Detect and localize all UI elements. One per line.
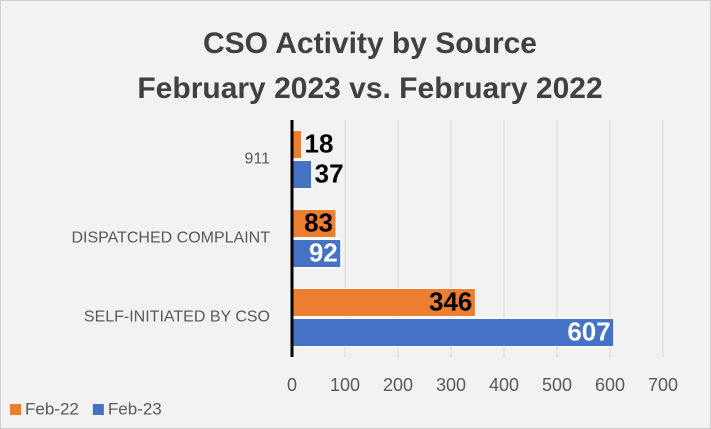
y-tick-label: SELF-INITIATED BY CSO bbox=[84, 309, 270, 326]
x-tick-label: 700 bbox=[648, 375, 678, 395]
x-tick-label: 500 bbox=[542, 375, 572, 395]
legend-swatch bbox=[10, 404, 21, 415]
bar bbox=[291, 209, 337, 238]
bar bbox=[291, 318, 615, 347]
y-tick-label: 911 bbox=[244, 151, 270, 168]
x-tick-label: 400 bbox=[489, 375, 519, 395]
x-tick-label: 300 bbox=[436, 375, 466, 395]
x-tick-label: 200 bbox=[383, 375, 413, 395]
bar bbox=[291, 160, 313, 189]
chart-title: CSO Activity by Source bbox=[203, 27, 537, 60]
legend-label: Feb-22 bbox=[25, 399, 79, 418]
y-tick-label: DISPATCHED COMPLAINT bbox=[71, 230, 270, 247]
bar bbox=[291, 239, 342, 268]
data-label: 92 bbox=[309, 237, 338, 267]
chart-subtitle: February 2023 vs. February 2022 bbox=[137, 72, 602, 105]
data-label: 37 bbox=[315, 158, 344, 188]
data-label: 83 bbox=[304, 207, 333, 237]
data-label: 18 bbox=[305, 128, 334, 158]
legend-label: Feb-23 bbox=[108, 399, 162, 418]
legend-swatch bbox=[92, 404, 104, 415]
data-label: 346 bbox=[429, 286, 472, 316]
x-tick-label: 0 bbox=[287, 375, 297, 395]
x-tick-label: 100 bbox=[330, 375, 360, 395]
x-tick-label: 600 bbox=[595, 375, 625, 395]
data-label: 607 bbox=[567, 316, 610, 346]
